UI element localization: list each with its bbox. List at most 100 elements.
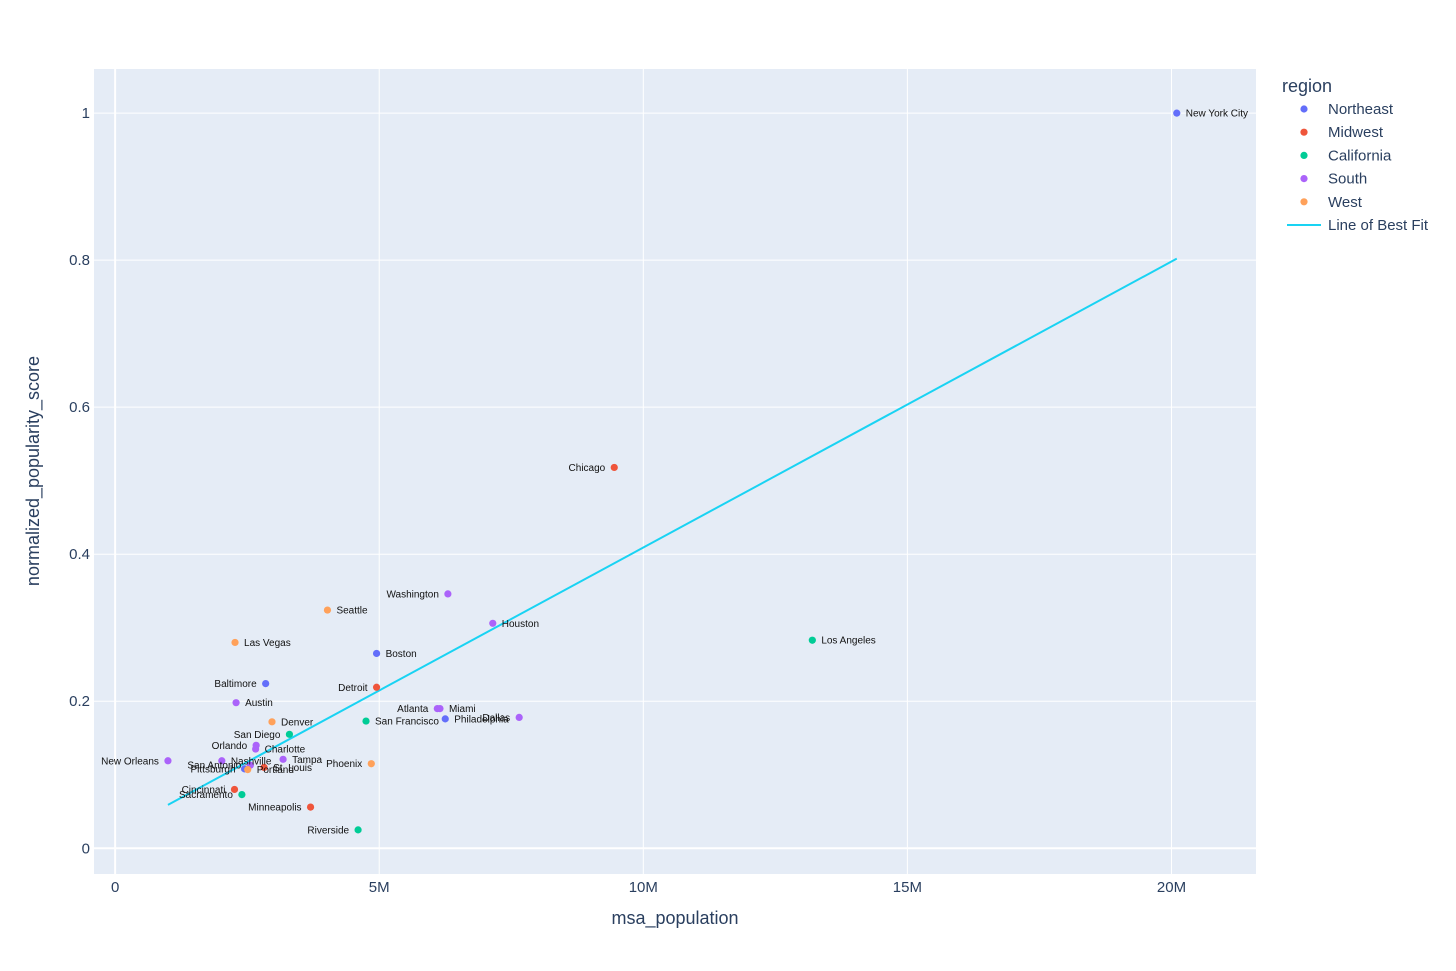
point-label-philadelphia: Philadelphia bbox=[454, 714, 509, 725]
y-tick-label: 0 bbox=[82, 840, 90, 857]
point-labels-layer: New York City Boston Baltimore Philadelphia… bbox=[101, 109, 1248, 837]
x-axis-title: msa_population bbox=[611, 908, 738, 929]
point-label-las-vegas: Las Vegas bbox=[244, 638, 291, 649]
point-new-orleans[interactable] bbox=[164, 757, 172, 765]
legend-marker-swatch bbox=[1300, 128, 1308, 136]
legend-label: Midwest bbox=[1328, 124, 1384, 141]
point-charlotte[interactable] bbox=[252, 745, 260, 753]
point-minneapolis[interactable] bbox=[306, 803, 315, 811]
point-philadelphia[interactable] bbox=[441, 715, 449, 723]
point-label-denver: Denver bbox=[281, 717, 314, 728]
point-label-houston: Houston bbox=[502, 619, 539, 630]
x-tick-label: 10M bbox=[629, 879, 658, 896]
point-label-atlanta: Atlanta bbox=[397, 704, 429, 715]
x-tick-label: 20M bbox=[1157, 879, 1186, 896]
point-label-austin: Austin bbox=[245, 698, 273, 709]
y-tick-label: 1 bbox=[82, 105, 90, 122]
y-tick-label: 0.6 bbox=[69, 399, 90, 416]
point-cincinnati[interactable] bbox=[230, 785, 239, 794]
legend-item-west[interactable]: West bbox=[1300, 194, 1363, 211]
legend[interactable]: region Northeast Midwest California South We… bbox=[1282, 76, 1429, 234]
legend-label: South bbox=[1328, 171, 1367, 188]
point-label-sacramento: Sacramento bbox=[179, 790, 233, 801]
legend-label: Northeast bbox=[1328, 101, 1394, 118]
point-label-los-angeles: Los Angeles bbox=[821, 636, 876, 647]
point-austin[interactable] bbox=[232, 699, 240, 707]
point-boston[interactable] bbox=[372, 649, 381, 658]
point-san-diego[interactable] bbox=[285, 730, 294, 738]
x-tick-label: 15M bbox=[893, 879, 922, 896]
legend-marker-swatch bbox=[1300, 198, 1308, 206]
point-label-baltimore: Baltimore bbox=[214, 679, 257, 690]
point-tampa[interactable] bbox=[279, 755, 287, 763]
point-las-vegas[interactable] bbox=[231, 638, 239, 647]
legend-item-line-of-best-fit[interactable]: Line of Best Fit bbox=[1287, 217, 1429, 234]
legend-label: West bbox=[1328, 194, 1363, 211]
point-st-louis[interactable] bbox=[260, 763, 268, 772]
point-label-miami: Miami bbox=[449, 704, 476, 715]
point-label-washington: Washington bbox=[386, 589, 438, 600]
point-dallas[interactable] bbox=[515, 713, 523, 722]
point-label-detroit: Detroit bbox=[338, 683, 368, 694]
point-label-tampa: Tampa bbox=[292, 755, 322, 766]
point-seattle[interactable] bbox=[323, 606, 332, 614]
best-fit-line-layer bbox=[167, 257, 1178, 806]
point-new-york-city[interactable] bbox=[1173, 109, 1181, 117]
point-label-cincinnati: Cincinnati bbox=[182, 785, 226, 796]
y-tick-label: 0.2 bbox=[69, 693, 90, 710]
point-nashville[interactable] bbox=[218, 757, 226, 765]
point-label-dallas: Dallas bbox=[482, 713, 510, 724]
y-tick-label: 0.4 bbox=[69, 546, 90, 563]
legend-items: Northeast Midwest California South West Line … bbox=[1287, 101, 1429, 234]
point-san-francisco[interactable] bbox=[362, 717, 370, 725]
point-los-angeles[interactable] bbox=[808, 636, 816, 644]
y-axis-ticks: 0 0.2 0.4 0.6 0.8 1 bbox=[69, 105, 90, 857]
legend-marker-swatch bbox=[1300, 105, 1308, 113]
point-label-riverside: Riverside bbox=[307, 825, 349, 836]
y-axis-title: normalized_popularity_score bbox=[23, 356, 44, 586]
point-label-nashville: Nashville bbox=[231, 756, 272, 767]
point-denver[interactable] bbox=[268, 718, 276, 726]
legend-marker-swatch bbox=[1300, 151, 1308, 159]
point-label-portland: Portland bbox=[257, 765, 294, 776]
point-baltimore[interactable] bbox=[262, 679, 270, 688]
point-label-pittsburgh: Pittsburgh bbox=[191, 764, 236, 775]
point-label-seattle: Seattle bbox=[336, 606, 368, 617]
point-label-san-antonio: San Antonio bbox=[187, 761, 241, 772]
legend-title: region bbox=[1282, 76, 1332, 96]
y-tick-label: 0.8 bbox=[69, 252, 90, 269]
legend-marker-swatch bbox=[1300, 175, 1308, 183]
point-label-st-louis: St. Louis bbox=[273, 763, 312, 774]
point-label-phoenix: Phoenix bbox=[326, 759, 362, 770]
point-chicago[interactable] bbox=[610, 463, 618, 472]
point-label-boston: Boston bbox=[386, 649, 417, 660]
point-label-san-francisco: San Francisco bbox=[375, 717, 439, 728]
point-label-orlando: Orlando bbox=[212, 741, 248, 752]
point-miami[interactable] bbox=[436, 704, 444, 713]
legend-item-midwest[interactable]: Midwest bbox=[1300, 124, 1384, 141]
point-houston[interactable] bbox=[489, 619, 497, 627]
legend-item-california[interactable]: California bbox=[1300, 147, 1392, 164]
x-tick-label: 0 bbox=[111, 879, 119, 896]
grid-lines bbox=[94, 69, 1256, 874]
x-axis-ticks: 0 5M 10M 15M 20M bbox=[111, 879, 1186, 896]
point-riverside[interactable] bbox=[354, 826, 362, 834]
point-phoenix[interactable] bbox=[367, 760, 375, 768]
point-sacramento[interactable] bbox=[238, 791, 246, 799]
legend-label: Line of Best Fit bbox=[1328, 217, 1429, 234]
point-detroit[interactable] bbox=[372, 683, 381, 691]
legend-item-south[interactable]: South bbox=[1300, 171, 1367, 188]
point-label-chicago: Chicago bbox=[569, 463, 606, 474]
point-label-new-orleans: New Orleans bbox=[101, 756, 159, 767]
legend-item-northeast[interactable]: Northeast bbox=[1300, 101, 1394, 118]
x-tick-label: 5M bbox=[369, 879, 390, 896]
point-label-minneapolis: Minneapolis bbox=[248, 803, 301, 814]
points-layer bbox=[164, 109, 1181, 834]
best-fit-line bbox=[167, 257, 1178, 806]
point-label-san-diego: San Diego bbox=[234, 730, 281, 741]
point-label-charlotte: Charlotte bbox=[265, 745, 306, 756]
point-portland[interactable] bbox=[244, 766, 252, 774]
point-label-new-york-city: New York City bbox=[1186, 109, 1248, 120]
point-washington[interactable] bbox=[444, 590, 452, 598]
